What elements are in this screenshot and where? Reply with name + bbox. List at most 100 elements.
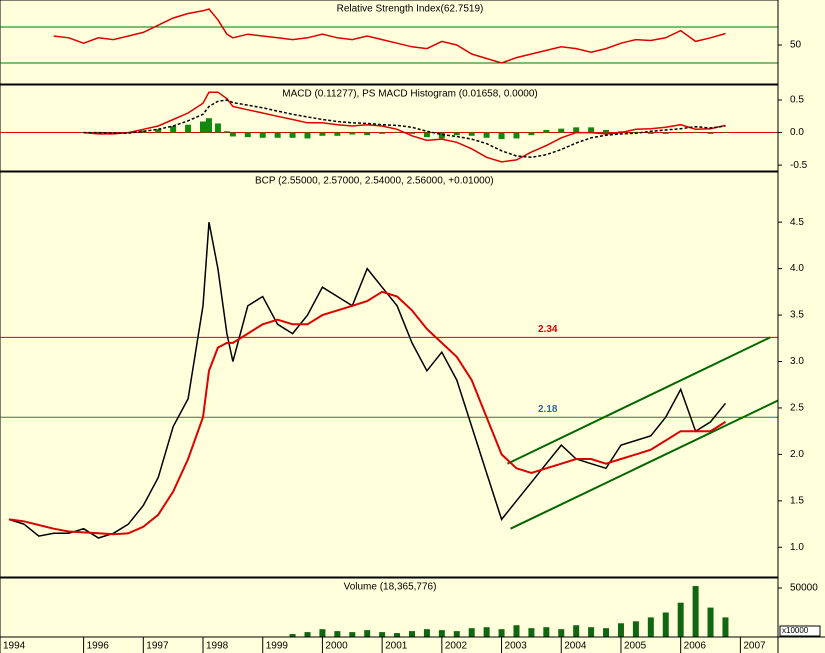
- x-tick-label: 1998: [206, 641, 229, 652]
- bar: [438, 630, 445, 637]
- bar: [205, 118, 212, 133]
- bar: [558, 128, 565, 133]
- y-tick-label: 3.0: [790, 356, 804, 367]
- series-line: [8, 290, 727, 536]
- bar: [588, 127, 595, 133]
- y-tick-label: 50: [790, 40, 802, 51]
- bar: [588, 627, 595, 637]
- x-tick-label: 2004: [564, 641, 587, 652]
- bar: [244, 132, 251, 138]
- x-tick-label: 2006: [684, 641, 707, 652]
- bar: [498, 629, 505, 637]
- bar: [408, 132, 415, 134]
- bar: [214, 123, 221, 133]
- x-tick-label: 1994: [3, 641, 26, 652]
- bar: [543, 627, 550, 637]
- bar: [379, 632, 386, 637]
- bar: [483, 132, 490, 138]
- bar: [349, 132, 356, 135]
- series-line: [83, 99, 726, 159]
- y-tick-label: 2.5: [790, 403, 804, 414]
- x-tick-label: 1996: [87, 641, 110, 652]
- bar: [543, 129, 550, 133]
- bar: [423, 132, 430, 138]
- bar: [394, 131, 401, 133]
- bar: [155, 129, 162, 133]
- bar: [274, 132, 281, 138]
- bar: [408, 631, 415, 637]
- h-line-label: 2.18: [538, 404, 558, 415]
- bar: [722, 131, 729, 133]
- bar: [558, 629, 565, 637]
- y-tick-label: 0.0: [790, 127, 804, 138]
- bar: [319, 629, 326, 637]
- bar: [223, 131, 230, 133]
- bar: [573, 127, 580, 133]
- bar: [259, 132, 266, 138]
- bar: [394, 633, 401, 637]
- bar: [632, 131, 639, 133]
- bar: [453, 132, 460, 136]
- bar: [647, 617, 654, 637]
- bar: [468, 132, 475, 136]
- bar: [707, 607, 714, 637]
- y-tick-label: 1.0: [790, 542, 804, 553]
- bar: [647, 132, 654, 134]
- y-tick-label: 50000: [790, 583, 818, 594]
- bar: [334, 631, 341, 637]
- y-tick-label: 2.0: [790, 449, 804, 460]
- bar: [364, 132, 371, 136]
- panel-title: Volume (18,365,776): [344, 582, 437, 593]
- unit-label: x10000: [782, 626, 809, 635]
- series-line: [53, 8, 726, 64]
- bar: [379, 132, 386, 134]
- y-tick-label: 3.5: [790, 310, 804, 321]
- x-tick-label: 1999: [266, 641, 289, 652]
- panel-title: Relative Strength Index(62.7519): [337, 4, 484, 15]
- bar: [319, 132, 326, 136]
- panel-title: BCP (2.55000, 2.57000, 2.54000, 2.56000,…: [255, 176, 494, 187]
- bar: [304, 632, 311, 637]
- x-tick-label: 2003: [505, 641, 528, 652]
- bar: [200, 121, 207, 133]
- bar: [617, 623, 624, 637]
- panel-title: MACD (0.11277), PS MACD Histogram (0.016…: [282, 89, 537, 100]
- bar: [289, 132, 296, 138]
- series-line: [83, 91, 726, 163]
- bar: [185, 124, 192, 133]
- bar: [573, 625, 580, 637]
- bar: [513, 625, 520, 637]
- x-tick-label: 2001: [385, 641, 408, 652]
- bar: [707, 132, 714, 134]
- trend-line: [507, 336, 771, 465]
- y-tick-label: 1.5: [790, 495, 804, 506]
- bar: [603, 129, 610, 133]
- bar: [140, 130, 147, 133]
- trend-line: [510, 399, 779, 530]
- bar: [662, 132, 669, 134]
- bar: [722, 617, 729, 637]
- x-tick-label: 2007: [743, 641, 766, 652]
- bar: [692, 131, 699, 133]
- bar: [289, 634, 296, 637]
- bar: [677, 132, 684, 134]
- h-line-label: 2.34: [538, 324, 558, 335]
- bar: [483, 627, 490, 637]
- bar: [692, 586, 699, 637]
- bar: [513, 132, 520, 139]
- bar: [528, 132, 535, 136]
- x-tick-label: 2000: [325, 641, 348, 652]
- bar: [110, 132, 117, 134]
- bar: [423, 629, 430, 637]
- bar: [229, 132, 236, 137]
- bar: [603, 628, 610, 637]
- y-tick-label: 4.5: [790, 217, 804, 228]
- bar: [453, 631, 460, 637]
- bar: [528, 628, 535, 637]
- bar: [498, 132, 505, 140]
- bar: [632, 621, 639, 637]
- y-tick-label: -0.5: [790, 160, 808, 171]
- x-tick-label: 2002: [445, 641, 468, 652]
- x-tick-label: 1997: [146, 641, 169, 652]
